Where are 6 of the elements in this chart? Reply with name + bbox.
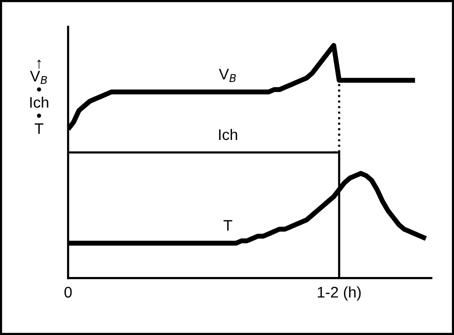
x-tick-label: 1-2 (h): [318, 286, 361, 301]
y-axis-title: ↑ V$_{B}$ • Ich • T: [30, 60, 48, 134]
x-tick-label: 0: [64, 286, 72, 298]
series-label: T: [224, 220, 232, 231]
series-label: V$_{B}$: [218, 68, 236, 82]
series-label: Ich: [219, 128, 238, 140]
